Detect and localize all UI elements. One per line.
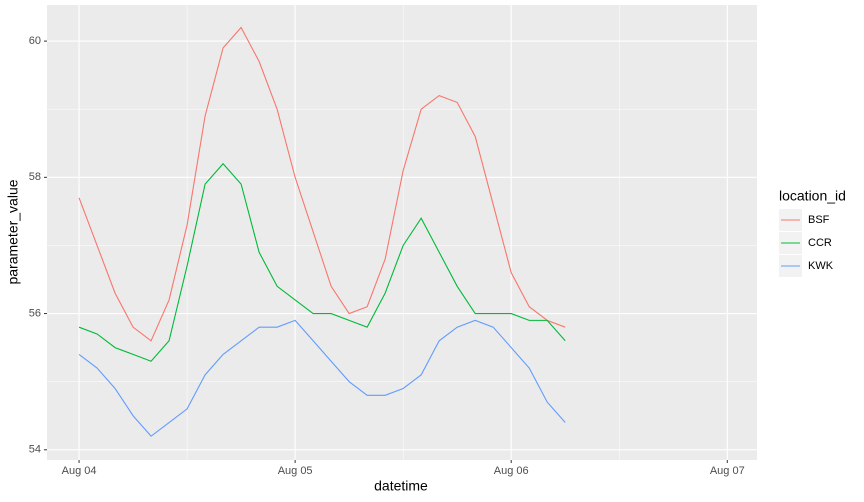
x-axis-title: datetime (374, 478, 428, 494)
legend-title: location_id (779, 188, 846, 204)
axes: 54 56 58 60 Aug 04 Aug 05 Aug 06 Aug 07 (29, 35, 745, 477)
y-axis-title: parameter_value (5, 179, 21, 284)
lines (78, 26, 566, 437)
x-tick-label: Aug 04 (62, 465, 97, 477)
y-tick-label: 58 (29, 171, 41, 183)
panel (47, 5, 757, 460)
y-tick-label: 56 (29, 307, 41, 319)
x-tick-label: Aug 06 (494, 465, 529, 477)
line-series (78, 162, 566, 362)
legend-label: BSF (808, 214, 830, 226)
line-series (78, 319, 566, 437)
legend: location_id BSF CCR KWK (779, 188, 846, 277)
y-tick-label: 60 (29, 35, 41, 47)
x-tick-label: Aug 05 (278, 465, 313, 477)
legend-label: CCR (808, 237, 832, 249)
line-series (78, 26, 566, 342)
y-tick-label: 54 (29, 444, 41, 456)
legend-label: KWK (808, 260, 834, 272)
x-tick-label: Aug 07 (710, 465, 745, 477)
